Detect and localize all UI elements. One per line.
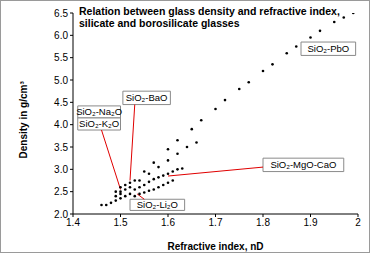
svg-text:6.5: 6.5: [54, 8, 68, 19]
svg-text:SiO₂-Na₂O: SiO₂-Na₂O: [76, 106, 122, 117]
svg-text:4.5: 4.5: [54, 97, 68, 108]
html-text:Relation between glass density: Relation between glass density and refra…: [79, 5, 340, 29]
svg-text:1.4: 1.4: [66, 217, 80, 228]
svg-text:1.9: 1.9: [304, 217, 318, 228]
svg-text:1.7: 1.7: [209, 217, 223, 228]
svg-text:Refractive index, nD: Refractive index, nD: [167, 241, 263, 252]
svg-text:SiO₂-K₂O: SiO₂-K₂O: [79, 118, 119, 129]
svg-text:SiO₂-BaO: SiO₂-BaO: [126, 92, 168, 103]
svg-text:5.5: 5.5: [54, 52, 68, 63]
svg-text:3.0: 3.0: [54, 164, 68, 175]
svg-text:1.8: 1.8: [256, 217, 270, 228]
svg-text:SiO₂-PbO: SiO₂-PbO: [307, 43, 349, 54]
svg-text:5.0: 5.0: [54, 75, 68, 86]
svg-text:SiO₂-MgO-CaO: SiO₂-MgO-CaO: [270, 159, 336, 170]
svg-text:2.0: 2.0: [54, 209, 68, 220]
svg-text:SiO₂-Li₂O: SiO₂-Li₂O: [137, 199, 178, 210]
svg-text:4.0: 4.0: [54, 119, 68, 130]
svg-text:2: 2: [355, 217, 361, 228]
svg-text:2.5: 2.5: [54, 186, 68, 197]
svg-text:1.5: 1.5: [114, 217, 128, 228]
svg-text:3.5: 3.5: [54, 142, 68, 153]
svg-text:Density in g/cm³: Density in g/cm³: [18, 81, 29, 159]
svg-text:1.6: 1.6: [161, 217, 175, 228]
svg-text:6.0: 6.0: [54, 30, 68, 41]
